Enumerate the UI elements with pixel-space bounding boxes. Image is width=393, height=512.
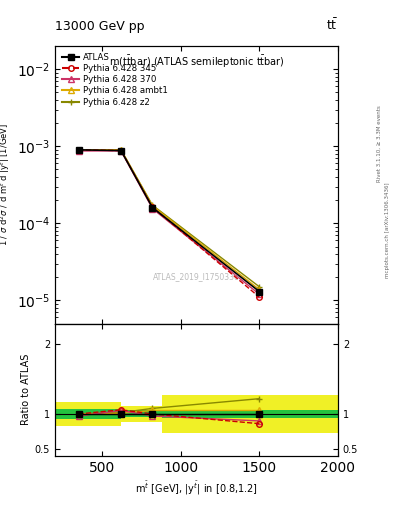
Text: m(t$\bar{\rm t}$bar) (ATLAS semileptonic t$\bar{\rm t}$bar): m(t$\bar{\rm t}$bar) (ATLAS semileptonic… xyxy=(108,54,285,71)
Text: ATLAS_2019_I1750330: ATLAS_2019_I1750330 xyxy=(153,272,240,281)
Y-axis label: Ratio to ATLAS: Ratio to ATLAS xyxy=(20,354,31,425)
Text: 13000 GeV pp: 13000 GeV pp xyxy=(55,20,145,33)
Text: mcplots.cern.ch [arXiv:1306.3436]: mcplots.cern.ch [arXiv:1306.3436] xyxy=(385,183,389,278)
Text: t$\bar{\rm t}$: t$\bar{\rm t}$ xyxy=(326,18,338,33)
X-axis label: m$^{\bar{t}}$ [GeV], |y$^{\bar{t}}$| in [0.8,1.2]: m$^{\bar{t}}$ [GeV], |y$^{\bar{t}}$| in … xyxy=(135,480,258,497)
Y-axis label: 1 / $\sigma$ d$^2\sigma$ / d m$^{\bar{t}}$ d |y$^{\bar{t}}$| [1/GeV]: 1 / $\sigma$ d$^2\sigma$ / d m$^{\bar{t}… xyxy=(0,123,13,246)
Legend: ATLAS, Pythia 6.428 345, Pythia 6.428 370, Pythia 6.428 ambt1, Pythia 6.428 z2: ATLAS, Pythia 6.428 345, Pythia 6.428 37… xyxy=(59,50,170,109)
Text: Rivet 3.1.10, ≥ 3.3M events: Rivet 3.1.10, ≥ 3.3M events xyxy=(377,105,382,182)
